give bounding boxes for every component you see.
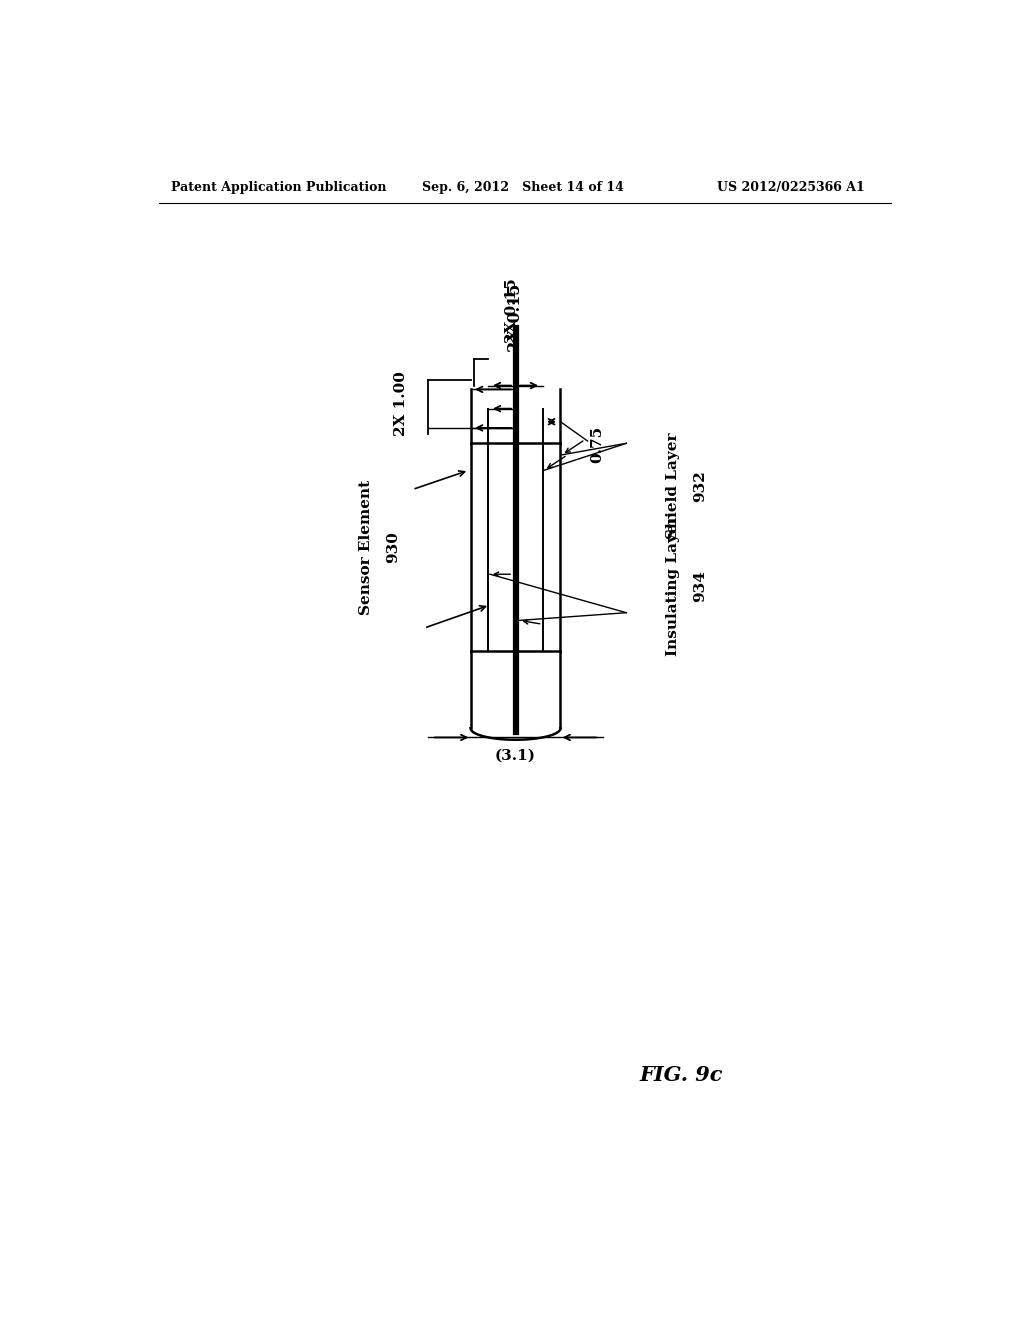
Text: Shield Layer: Shield Layer <box>666 433 680 539</box>
Text: US 2012/0225366 A1: US 2012/0225366 A1 <box>717 181 864 194</box>
Bar <box>488 444 511 651</box>
Bar <box>543 444 560 651</box>
Text: 2X 0.15: 2X 0.15 <box>507 284 524 352</box>
Text: Patent Application Publication: Patent Application Publication <box>171 181 386 194</box>
Bar <box>520 444 543 651</box>
Bar <box>453 444 471 651</box>
Text: 934: 934 <box>693 570 707 602</box>
Text: Insulating Layer: Insulating Layer <box>666 515 680 656</box>
Text: Sensor Element: Sensor Element <box>359 479 373 615</box>
Text: 0.75: 0.75 <box>590 425 604 463</box>
Text: 932: 932 <box>693 470 707 502</box>
Text: (3.1): (3.1) <box>495 748 536 763</box>
Text: 2X 1.00: 2X 1.00 <box>394 372 408 437</box>
Text: 930: 930 <box>386 532 400 564</box>
Text: Sep. 6, 2012   Sheet 14 of 14: Sep. 6, 2012 Sheet 14 of 14 <box>423 181 625 194</box>
Text: FIG. 9c: FIG. 9c <box>640 1065 723 1085</box>
Text: 2X 0.15: 2X 0.15 <box>505 279 518 343</box>
